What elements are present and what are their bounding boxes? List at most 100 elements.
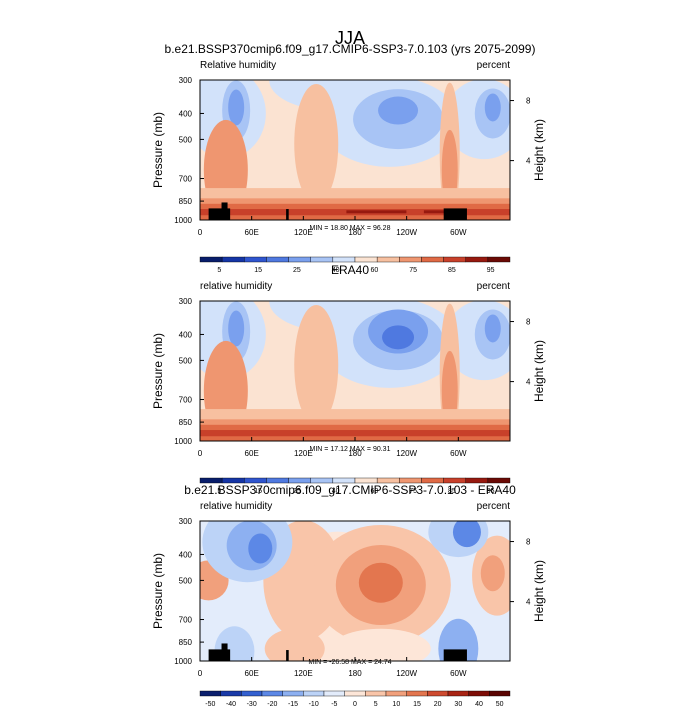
colorbar-label: -5 (331, 701, 337, 708)
colorbar-swatch (310, 256, 334, 263)
y-tick-label: 400 (179, 550, 193, 559)
colorbar-label: 50 (496, 701, 504, 708)
colorbar-swatch (282, 690, 304, 697)
y-axis-label: Pressure (mb) (151, 112, 165, 188)
colorbar-label: 40 (475, 701, 483, 708)
panel-title: b.e21.BSSP370cmip6.f09_g17.CMIP6-SSP3-7.… (164, 42, 536, 56)
y-tick-label: 300 (179, 297, 193, 306)
colorbar-label: 5 (374, 701, 378, 708)
colorbar-swatch (406, 690, 428, 697)
min-max-label: MIN = 17.12 MAX = 90.31 (309, 446, 391, 453)
contour-field (200, 521, 510, 661)
y-right-axis-label: Height (km) (532, 119, 546, 181)
panel-difference: b.e21.BSSP370cmip6.f09_g17.CMIP6-SSP3-7.… (0, 483, 700, 708)
panel-era40: ERA40 relative humidity percent 300 400 50… (0, 263, 700, 493)
colorbar-swatch (468, 690, 490, 697)
contour-region (228, 310, 245, 347)
terrain-mask (443, 649, 467, 661)
colorbar-swatch (241, 690, 263, 697)
x-tick-label: 120W (396, 449, 417, 458)
colorbar-label: 20 (434, 701, 442, 708)
colorbar-swatch (261, 690, 283, 697)
contour-region (452, 521, 481, 548)
y-tick-label: 1000 (174, 437, 192, 446)
y-right-tick-label: 8 (526, 538, 531, 547)
x-tick-label: 60W (450, 228, 467, 237)
x-tick-label: 0 (198, 228, 203, 237)
terrain-mask (208, 208, 231, 220)
contour-region (330, 628, 431, 661)
left-label: relative humidity (200, 281, 273, 292)
colorbar-swatch (199, 690, 221, 697)
contour-field (200, 80, 510, 220)
min-max-label: MIN = -26.58 MAX = 24.74 (308, 659, 392, 666)
x-tick-label: 60W (450, 669, 467, 678)
y-tick-label: 700 (179, 396, 193, 405)
panel-title: ERA40 (330, 263, 370, 277)
colorbar-label: 75 (409, 267, 417, 272)
colorbar-label: -15 (288, 701, 298, 708)
left-label: Relative humidity (200, 60, 277, 71)
colorbar-swatch (385, 690, 407, 697)
contour-region (358, 562, 403, 603)
y-tick-label: 300 (179, 517, 193, 526)
contour-region (346, 210, 407, 214)
x-tick-label: 120E (294, 228, 313, 237)
contour-region (378, 96, 419, 125)
colorbar-label: 10 (392, 701, 400, 708)
colorbar-label: 40 (332, 488, 340, 493)
terrain-mask (208, 649, 231, 661)
y-right-tick-label: 8 (526, 97, 531, 106)
y-tick-label: 400 (179, 330, 193, 339)
colorbar-label: 85 (448, 267, 456, 272)
colorbar-swatch (199, 256, 223, 263)
x-tick-label: 120E (294, 449, 313, 458)
x-tick-label: 60E (245, 669, 259, 678)
contour-region (480, 555, 505, 592)
y-tick-label: 1000 (174, 657, 192, 666)
panel-title: b.e21.BSSP370cmip6.f09_g17.CMIP6-SSP3-7.… (184, 483, 516, 497)
contour-region (200, 430, 510, 437)
contour-region (423, 210, 454, 214)
x-tick-label: 60W (450, 449, 467, 458)
y-tick-label: 1000 (174, 216, 192, 225)
colorbar-swatch (376, 256, 400, 263)
y-right-axis-label: Height (km) (532, 340, 546, 402)
colorbar-swatch (487, 256, 511, 263)
terrain-mask (286, 650, 289, 661)
colorbar-swatch (221, 256, 245, 263)
contour-field (200, 301, 510, 441)
contour-region (382, 325, 415, 350)
terrain-mask (221, 643, 228, 661)
right-label: percent (476, 501, 510, 512)
colorbar-swatch (344, 690, 366, 697)
colorbar-label: 25 (293, 267, 301, 272)
min-max-label: MIN = 18.80 MAX = 96.28 (309, 225, 391, 232)
colorbar-swatch (447, 690, 469, 697)
y-tick-label: 700 (179, 175, 193, 184)
contour-region (264, 628, 325, 661)
y-right-tick-label: 8 (526, 318, 531, 327)
colorbar-label: 60 (370, 488, 378, 493)
colorbar-swatch (354, 256, 378, 263)
colorbar-label: 5 (217, 488, 221, 493)
y-tick-label: 700 (179, 616, 193, 625)
colorbar-label: -20 (267, 701, 277, 708)
colorbar-swatch (421, 256, 444, 263)
y-tick-label: 500 (179, 576, 193, 585)
terrain-mask (286, 209, 289, 220)
colorbar-label: 30 (454, 701, 462, 708)
colorbar-swatch (443, 256, 466, 263)
x-tick-label: 120E (294, 669, 313, 678)
y-tick-label: 850 (179, 638, 193, 647)
x-tick-label: 0 (198, 669, 203, 678)
x-tick-label: 120W (396, 228, 417, 237)
colorbar-label: 95 (487, 267, 495, 272)
x-tick-label: 60E (245, 228, 259, 237)
colorbar-label: -10 (309, 701, 319, 708)
colorbar-label: 15 (254, 267, 262, 272)
y-tick-label: 850 (179, 418, 193, 427)
contour-region (484, 93, 501, 122)
